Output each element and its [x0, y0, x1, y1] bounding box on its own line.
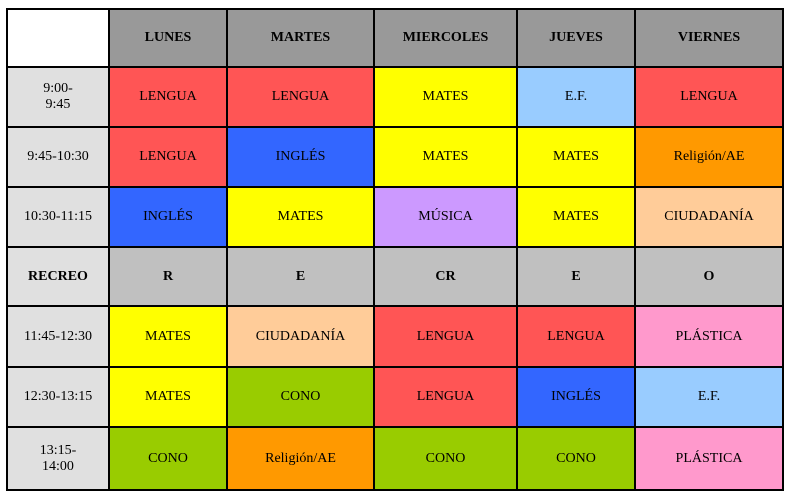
day-header: VIERNES: [634, 8, 784, 68]
time-cell: 9:00- 9:45: [6, 66, 110, 128]
subject-cell: INGLÉS: [516, 366, 636, 428]
time-cell: 11:45-12:30: [6, 305, 110, 368]
subject-cell: LENGUA: [108, 66, 228, 128]
subject-cell: CONO: [516, 426, 636, 491]
schedule-row: 9:00- 9:45 LENGUA LENGUA MATES E.F. LENGUA: [6, 66, 784, 128]
subject-cell: E: [226, 246, 375, 307]
subject-cell: PLÁSTICA: [634, 305, 784, 368]
subject-cell: Religión/AE: [226, 426, 375, 491]
subject-cell: CONO: [373, 426, 518, 491]
subject-cell: LENGUA: [373, 305, 518, 368]
subject-cell: CIUDADANÍA: [634, 186, 784, 248]
time-cell: RECREO: [6, 246, 110, 307]
schedule-row: 10:30-11:15 INGLÉS MATES MÚSICA MATES CIUDADA…: [6, 186, 784, 248]
subject-cell: INGLÉS: [226, 126, 375, 188]
subject-cell: MATES: [516, 126, 636, 188]
subject-cell: CIUDADANÍA: [226, 305, 375, 368]
schedule-row: 13:15- 14:00 CONO Religión/AE CONO CONO PLÁSTI…: [6, 426, 784, 491]
day-header: MARTES: [226, 8, 375, 68]
time-cell: 9:45-10:30: [6, 126, 110, 188]
time-cell: 12:30-13:15: [6, 366, 110, 428]
subject-cell: MATES: [373, 126, 518, 188]
timetable: LUNES MARTES MIERCOLES JUEVES VIERNES 9:00- 9:…: [6, 8, 784, 491]
subject-cell: E.F.: [634, 366, 784, 428]
day-header: MIERCOLES: [373, 8, 518, 68]
subject-cell: PLÁSTICA: [634, 426, 784, 491]
corner-cell: [6, 8, 110, 68]
day-header: JUEVES: [516, 8, 636, 68]
subject-cell: LENGUA: [226, 66, 375, 128]
subject-cell: INGLÉS: [108, 186, 228, 248]
subject-cell: MATES: [516, 186, 636, 248]
subject-cell: E.F.: [516, 66, 636, 128]
subject-cell: MÚSICA: [373, 186, 518, 248]
subject-cell: MATES: [108, 305, 228, 368]
subject-cell: MATES: [108, 366, 228, 428]
subject-cell: O: [634, 246, 784, 307]
subject-cell: LENGUA: [634, 66, 784, 128]
day-header: LUNES: [108, 8, 228, 68]
subject-cell: Religión/AE: [634, 126, 784, 188]
schedule-row: RECREO R E CR E O: [6, 246, 784, 307]
time-cell: 10:30-11:15: [6, 186, 110, 248]
subject-cell: LENGUA: [373, 366, 518, 428]
subject-cell: MATES: [226, 186, 375, 248]
schedule-row: 12:30-13:15 MATES CONO LENGUA INGLÉS E.F.: [6, 366, 784, 428]
subject-cell: LENGUA: [108, 126, 228, 188]
subject-cell: CONO: [108, 426, 228, 491]
subject-cell: E: [516, 246, 636, 307]
subject-cell: CR: [373, 246, 518, 307]
subject-cell: CONO: [226, 366, 375, 428]
subject-cell: R: [108, 246, 228, 307]
schedule-row: 11:45-12:30 MATES CIUDADANÍA LENGUA LENGUA PL…: [6, 305, 784, 368]
subject-cell: LENGUA: [516, 305, 636, 368]
time-cell: 13:15- 14:00: [6, 426, 110, 491]
subject-cell: MATES: [373, 66, 518, 128]
header-row: LUNES MARTES MIERCOLES JUEVES VIERNES: [6, 8, 784, 68]
schedule-row: 9:45-10:30 LENGUA INGLÉS MATES MATES Religión…: [6, 126, 784, 188]
